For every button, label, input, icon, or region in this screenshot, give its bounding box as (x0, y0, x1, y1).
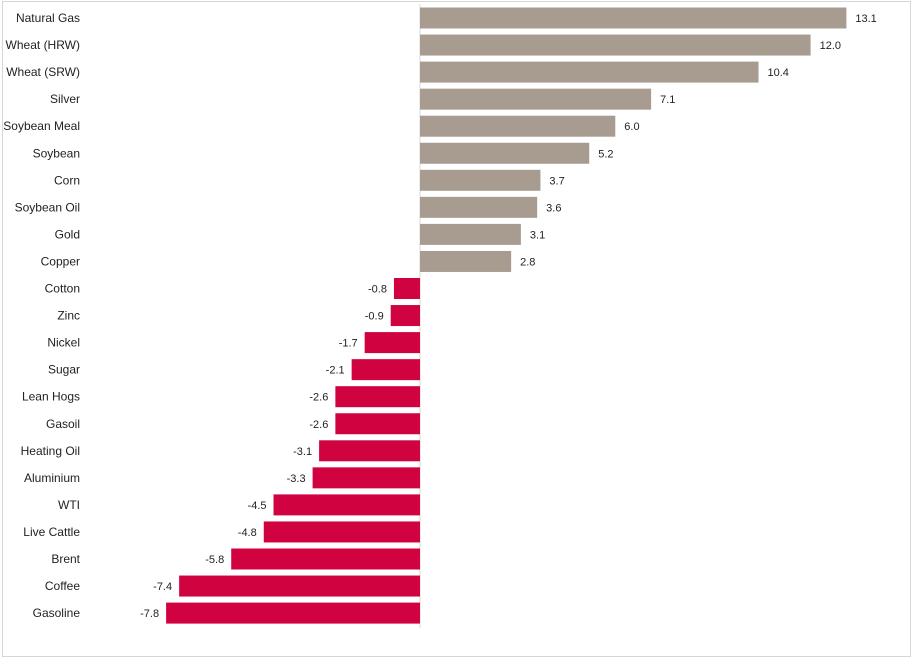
category-label-copper: Copper (41, 254, 80, 268)
category-label-live-cattle: Live Cattle (23, 525, 80, 539)
bar-wheat-hrw (420, 34, 811, 56)
value-label-heating-oil: -3.1 (293, 446, 312, 458)
bar-nickel (364, 332, 420, 354)
bar-natural-gas (420, 7, 847, 29)
bar-soybean-meal (420, 115, 616, 137)
value-label-copper: 2.8 (520, 256, 535, 268)
value-label-soybean: 5.2 (598, 148, 613, 160)
category-label-nickel: Nickel (47, 336, 80, 350)
category-label-gasoline: Gasoline (33, 606, 81, 620)
bar-coffee (179, 575, 420, 597)
category-label-gold: Gold (55, 227, 80, 241)
value-label-aluminium: -3.3 (287, 473, 306, 485)
value-label-zinc: -0.9 (365, 311, 384, 323)
bar-lean-hogs (335, 386, 420, 408)
category-label-heating-oil: Heating Oil (21, 444, 80, 458)
value-label-natural-gas: 13.1 (855, 13, 876, 25)
value-label-coffee: -7.4 (153, 581, 172, 593)
value-label-gasoil: -2.6 (309, 419, 328, 431)
value-labels-group: 13.1 12.0 10.4 7.1 6.0 5.2 3.7 3.6 3.1 2.8 -0.8 -0.… (140, 13, 877, 620)
bar-zinc (390, 305, 420, 327)
value-label-lean-hogs: -2.6 (309, 392, 328, 404)
bar-gold (420, 223, 521, 245)
bars-group (166, 7, 847, 624)
category-label-cotton: Cotton (45, 282, 80, 296)
bar-copper (420, 250, 512, 272)
category-label-soybean-oil: Soybean Oil (15, 200, 80, 214)
category-label-zinc: Zinc (57, 309, 80, 323)
bar-live-cattle (263, 521, 420, 543)
value-label-wheat-hrw: 12.0 (820, 40, 841, 52)
bar-brent (231, 548, 420, 570)
bar-wheat-srw (420, 61, 759, 83)
value-label-gasoline: -7.8 (140, 608, 159, 620)
value-label-live-cattle: -4.8 (238, 527, 257, 539)
bar-gasoline (166, 602, 420, 624)
category-label-aluminium: Aluminium (24, 471, 80, 485)
category-label-wheat-hrw: Wheat (HRW) (6, 38, 80, 52)
value-label-soybean-meal: 6.0 (624, 121, 639, 133)
bar-sugar (351, 359, 420, 381)
category-label-lean-hogs: Lean Hogs (22, 390, 80, 404)
category-label-sugar: Sugar (48, 363, 80, 377)
category-label-natural-gas: Natural Gas (16, 11, 80, 25)
value-label-corn: 3.7 (549, 175, 564, 187)
category-label-coffee: Coffee (45, 579, 80, 593)
value-label-sugar: -2.1 (326, 365, 345, 377)
bar-gasoil (335, 413, 420, 435)
value-label-silver: 7.1 (660, 94, 675, 106)
value-label-wheat-srw: 10.4 (768, 67, 789, 79)
value-label-nickel: -1.7 (339, 338, 358, 350)
bar-soybean (420, 142, 590, 164)
value-label-cotton: -0.8 (368, 284, 387, 296)
value-label-soybean-oil: 3.6 (546, 202, 561, 214)
category-label-soybean-meal: Soybean Meal (3, 119, 80, 133)
bar-wti (273, 494, 420, 516)
bar-soybean-oil (420, 196, 538, 218)
category-label-brent: Brent (51, 552, 80, 566)
category-label-gasoil: Gasoil (46, 417, 80, 431)
category-label-corn: Corn (54, 173, 80, 187)
category-label-wheat-srw: Wheat (SRW) (6, 65, 80, 79)
bar-silver (420, 88, 652, 110)
category-labels-group: Natural Gas Wheat (HRW) Wheat (SRW) Silver S… (3, 11, 80, 620)
bar-corn (420, 169, 541, 191)
category-label-wti: WTI (58, 498, 80, 512)
bar-cotton (393, 278, 420, 299)
category-label-soybean: Soybean (33, 146, 80, 160)
bar-heating-oil (319, 440, 420, 462)
category-label-silver: Silver (50, 92, 80, 106)
bar-aluminium (312, 467, 420, 489)
value-label-wti: -4.5 (248, 500, 267, 512)
value-label-gold: 3.1 (530, 229, 545, 241)
value-label-brent: -5.8 (205, 554, 224, 566)
